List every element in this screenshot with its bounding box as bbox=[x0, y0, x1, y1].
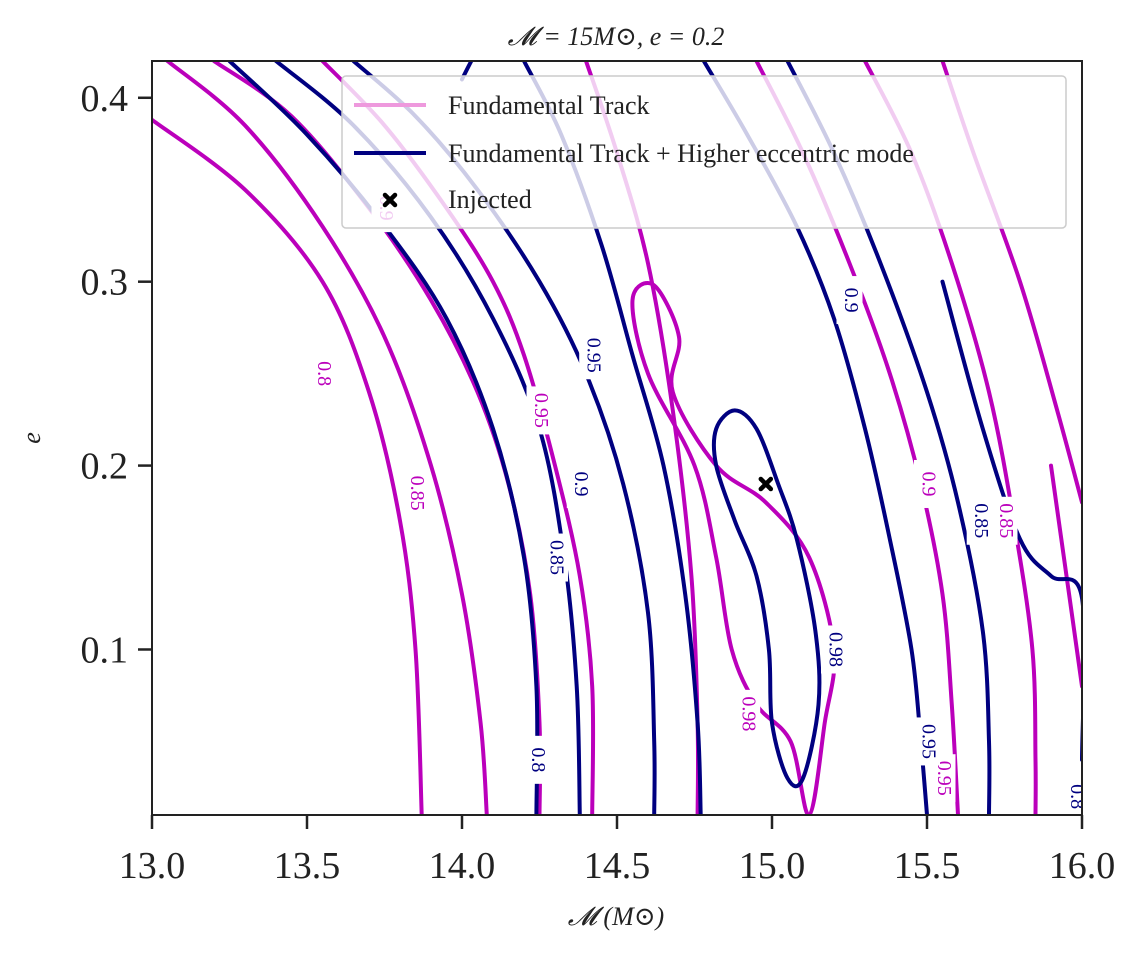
contour-label-13: 0.9 bbox=[840, 288, 862, 313]
y-tick-label-0: 0.1 bbox=[81, 629, 129, 671]
fundamental-contour-085-1 bbox=[165, 61, 489, 815]
legend-label-higher-mode: Fundamental Track + Higher eccentric mod… bbox=[448, 139, 914, 168]
contour-label-bg-4 bbox=[734, 689, 761, 738]
y-axis-label: e bbox=[17, 432, 46, 444]
contour-label-bg-12 bbox=[821, 625, 847, 674]
contour-label-7: 0.95 bbox=[933, 761, 955, 796]
contour-label-6: 0.85 bbox=[995, 503, 1017, 538]
y-tick-label-3: 0.4 bbox=[81, 78, 129, 120]
fundamental-contour-08-0 bbox=[152, 117, 424, 815]
injected-marker-layer bbox=[758, 476, 774, 492]
contour-label-bg-6 bbox=[991, 496, 1018, 545]
fundamental-contour-098-5 bbox=[630, 281, 837, 815]
contour-label-bg-15 bbox=[914, 717, 940, 766]
contour-label-bg-14 bbox=[966, 496, 993, 545]
contour-label-bg-8 bbox=[566, 459, 593, 508]
contour-label-12: 0.98 bbox=[824, 632, 846, 667]
higher-mode-contour-085-7 bbox=[940, 279, 1082, 762]
fundamental-contour-08-9 bbox=[1049, 463, 1082, 689]
contour-label-bg-0 bbox=[309, 349, 336, 398]
contour-label-4: 0.98 bbox=[738, 696, 760, 731]
contour-label-bg-16 bbox=[1062, 772, 1082, 815]
y-axis-ticks: 0.1 0.2 0.3 0.4 bbox=[81, 78, 152, 671]
legend-label-fundamental: Fundamental Track bbox=[448, 91, 650, 120]
x-axis-ticks: 13.0 13.5 14.0 14.5 15.0 15.5 16.0 bbox=[119, 815, 1116, 887]
contour-label-bg-13 bbox=[836, 276, 863, 325]
legend-box bbox=[341, 75, 1067, 229]
contour-label-8: 0.9 bbox=[570, 471, 592, 496]
contour-label-bg-10 bbox=[579, 331, 606, 380]
contour-labels: 0.8 0.85 0.9 0.95 0.98 0.9 0.85 0.95 0.9 0.85 0.95… bbox=[309, 184, 1088, 815]
contour-label-bg-1 bbox=[402, 469, 429, 518]
higher-mode-contour-08-0 bbox=[227, 61, 540, 815]
y-tick-label-1: 0.2 bbox=[81, 446, 129, 488]
legend-swatch-injected bbox=[382, 192, 398, 208]
contour-label-bg-3 bbox=[526, 386, 553, 435]
chart-title: 𝓜 = 15M⊙, e = 0.2 bbox=[508, 22, 725, 51]
x-tick-label-6: 16.0 bbox=[1049, 845, 1116, 887]
contour-label-9: 0.85 bbox=[545, 540, 567, 575]
contour-label-15: 0.95 bbox=[917, 724, 939, 759]
contour-label-bg-5 bbox=[914, 459, 940, 508]
x-tick-label-3: 14.5 bbox=[584, 845, 651, 887]
injected-marker bbox=[758, 476, 774, 492]
legend-label-injected: Injected bbox=[448, 185, 532, 214]
contour-label-10: 0.95 bbox=[583, 338, 605, 373]
contour-label-bg-9 bbox=[542, 533, 568, 582]
higher-mode-contour-098-4 bbox=[711, 408, 822, 789]
contour-label-0: 0.8 bbox=[313, 361, 335, 386]
x-tick-label-1: 13.5 bbox=[274, 845, 341, 887]
x-tick-label-2: 14.0 bbox=[429, 845, 496, 887]
x-icon bbox=[382, 192, 398, 208]
legend: Fundamental Track Fundamental Track + Hi… bbox=[341, 75, 1067, 229]
contour-label-14: 0.85 bbox=[970, 503, 992, 538]
x-axis-label: 𝓜 (M⊙) bbox=[568, 902, 664, 931]
x-tick-label-5: 15.5 bbox=[894, 845, 961, 887]
contour-label-16: 0.8 bbox=[1066, 784, 1088, 809]
x-tick-label-0: 13.0 bbox=[119, 845, 186, 887]
contour-label-bg-11 bbox=[523, 735, 550, 784]
y-tick-label-2: 0.3 bbox=[81, 262, 129, 304]
contour-label-5: 0.9 bbox=[917, 471, 939, 496]
contour-label-1: 0.85 bbox=[406, 476, 428, 511]
contour-label-3: 0.95 bbox=[530, 393, 552, 428]
contour-label-11: 0.8 bbox=[527, 747, 549, 772]
x-tick-label-4: 15.0 bbox=[739, 845, 806, 887]
